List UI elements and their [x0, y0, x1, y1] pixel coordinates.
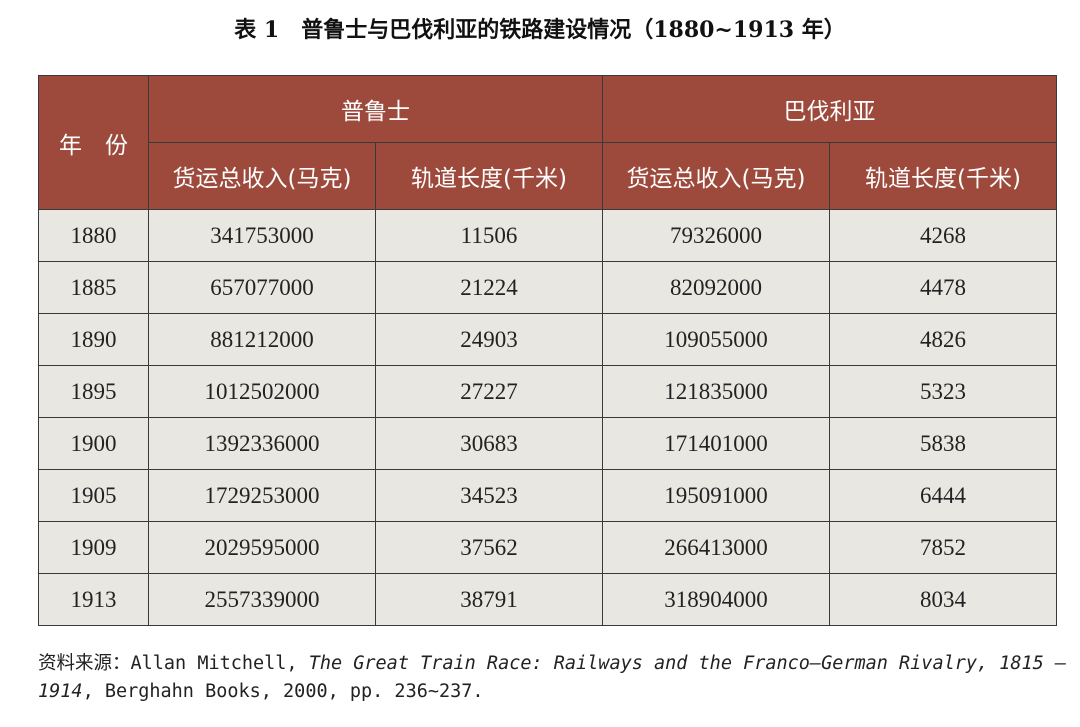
value-cell: 8034	[829, 573, 1057, 626]
table-row: 1895 1012502000 27227 121835000 5323	[38, 365, 1057, 418]
column-header: 轨道长度(千米)	[829, 142, 1057, 210]
table-header: 年 份 普鲁士 巴伐利亚 货运总收入(马克) 轨道长度(千米) 货运总收入(马克…	[38, 75, 1057, 210]
value-cell: 171401000	[602, 417, 830, 470]
year-cell: 1905	[38, 469, 149, 522]
source-suffix: , Berghahn Books, 2000, pp. 236~237.	[82, 681, 484, 702]
year-cell: 1895	[38, 365, 149, 418]
value-cell: 4478	[829, 261, 1057, 314]
value-cell: 79326000	[602, 209, 830, 262]
table-row: 1909 2029595000 37562 266413000 7852	[38, 521, 1057, 574]
table-body: 1880 341753000 11506 79326000 4268 1885 657077…	[38, 209, 1057, 626]
value-cell: 37562	[375, 521, 603, 574]
table-row: 1900 1392336000 30683 171401000 5838	[38, 417, 1057, 470]
table-row: 1880 341753000 11506 79326000 4268	[38, 209, 1057, 262]
column-header: 轨道长度(千米)	[375, 142, 603, 210]
value-cell: 266413000	[602, 521, 830, 574]
value-cell: 6444	[829, 469, 1057, 522]
value-cell: 109055000	[602, 313, 830, 366]
value-cell: 1012502000	[148, 365, 376, 418]
year-cell: 1885	[38, 261, 149, 314]
table-title: 表 1 普鲁士与巴伐利亚的铁路建设情况（1880~1913 年）	[234, 17, 846, 43]
source-note: 资料来源：Allan Mitchell, The Great Train Rac…	[38, 650, 1068, 706]
value-cell: 318904000	[602, 573, 830, 626]
source-title: The Great Train Race: Railways and the F…	[38, 653, 1067, 702]
table-row: 1913 2557339000 38791 318904000 8034	[38, 573, 1057, 626]
value-cell: 4268	[829, 209, 1057, 262]
value-cell: 657077000	[148, 261, 376, 314]
value-cell: 21224	[375, 261, 603, 314]
year-header: 年 份	[38, 75, 149, 210]
value-cell: 2029595000	[148, 521, 376, 574]
value-cell: 34523	[375, 469, 603, 522]
table-row: 1905 1729253000 34523 195091000 6444	[38, 469, 1057, 522]
year-cell: 1890	[38, 313, 149, 366]
column-header: 货运总收入(马克)	[602, 142, 830, 210]
value-cell: 11506	[375, 209, 603, 262]
value-cell: 195091000	[602, 469, 830, 522]
value-cell: 30683	[375, 417, 603, 470]
group-header: 巴伐利亚	[602, 75, 1057, 143]
value-cell: 5838	[829, 417, 1057, 470]
value-cell: 7852	[829, 521, 1057, 574]
value-cell: 27227	[375, 365, 603, 418]
group-header: 普鲁士	[148, 75, 603, 143]
source-prefix: 资料来源：Allan Mitchell,	[38, 653, 309, 674]
value-cell: 341753000	[148, 209, 376, 262]
value-cell: 38791	[375, 573, 603, 626]
value-cell: 4826	[829, 313, 1057, 366]
year-cell: 1900	[38, 417, 149, 470]
column-header: 货运总收入(马克)	[148, 142, 376, 210]
data-table: 年 份 普鲁士 巴伐利亚 货运总收入(马克) 轨道长度(千米) 货运总收入(马克…	[38, 75, 1057, 626]
value-cell: 1392336000	[148, 417, 376, 470]
value-cell: 881212000	[148, 313, 376, 366]
year-cell: 1913	[38, 573, 149, 626]
value-cell: 82092000	[602, 261, 830, 314]
value-cell: 1729253000	[148, 469, 376, 522]
table-row: 1885 657077000 21224 82092000 4478	[38, 261, 1057, 314]
year-cell: 1909	[38, 521, 149, 574]
value-cell: 2557339000	[148, 573, 376, 626]
table-row: 1890 881212000 24903 109055000 4826	[38, 313, 1057, 366]
value-cell: 5323	[829, 365, 1057, 418]
value-cell: 121835000	[602, 365, 830, 418]
value-cell: 24903	[375, 313, 603, 366]
year-cell: 1880	[38, 209, 149, 262]
